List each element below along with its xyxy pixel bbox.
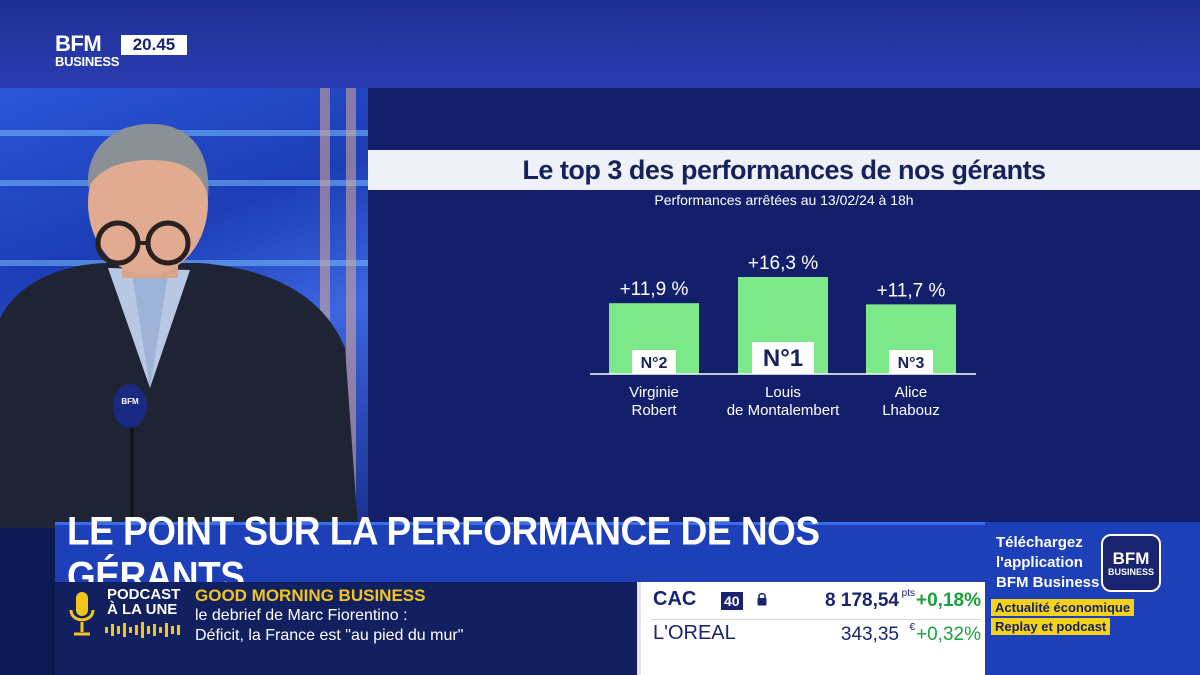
clock: 20.45 (121, 35, 187, 55)
stock-name: L'OREAL (653, 622, 736, 644)
soundwave-icon (105, 622, 180, 638)
stock-row-cac40: CAC 40 8 178,54 pts +0,18% (651, 586, 981, 616)
index-badge: 40 (721, 592, 743, 610)
rank-badge (889, 350, 933, 374)
app-logo-bfm: BFM (1112, 548, 1150, 568)
show-name: GOOD MORNING BUSINESS (195, 586, 426, 605)
studio-column (346, 88, 356, 528)
headline-bar: LE POINT SUR LA PERFORMANCE DE NOS GÉRAN… (55, 508, 985, 598)
promo-tag-news: Actualité économique (991, 599, 1135, 616)
studio-column (320, 88, 330, 528)
bar-value-label: +11,7 % (877, 280, 946, 301)
promo-text-line3: BFM Business (996, 574, 1100, 591)
podcast-label: PODCAST (107, 586, 181, 603)
chart-panel: Le top 3 des performances de nos gérants… (368, 88, 1200, 522)
channel-logo: BFM BUSINESS (55, 33, 119, 69)
app-logo: BFM BUSINESS (1101, 534, 1161, 592)
app-logo-business: BUSINESS (1107, 566, 1154, 577)
category-label: Lhabouz (882, 402, 940, 419)
chart-subtitle: Performances arrêtées au 13/02/24 à 18h (654, 192, 914, 208)
category-label: Virginie (629, 384, 679, 401)
category-label: Alice (895, 384, 928, 401)
chart-title-band: Le top 3 des performances de nos gérants (368, 150, 1200, 190)
app-promo: Téléchargez l'application BFM Business B… (985, 522, 1200, 675)
market-ticker: CAC 40 8 178,54 pts +0,18% L'OREAL 343,3… (637, 582, 985, 675)
presenter-image: BFM (0, 123, 358, 528)
ticker-text-line1: le debrief de Marc Fiorentino : (195, 607, 408, 624)
stock-unit: € (909, 622, 915, 633)
logo-business-text: BUSINESS (55, 54, 120, 69)
stock-name: CAC (653, 588, 697, 610)
rank-label: N°2 (641, 355, 668, 372)
stock-unit: pts (901, 588, 915, 599)
lock-icon (757, 592, 767, 606)
stock-value: 8 178,54 (825, 590, 899, 611)
bar-value-label: +16,3 % (748, 253, 818, 274)
category-label: Louis (765, 384, 801, 401)
podcast-label-sub: À LA UNE (107, 601, 178, 618)
promo-text-line2: l'application (996, 554, 1083, 571)
rank-badge (632, 350, 676, 374)
top-banner-background (0, 0, 1200, 88)
promo-text-line1: Téléchargez (996, 534, 1083, 551)
headline: LE POINT SUR LA PERFORMANCE DE NOS GÉRAN… (67, 508, 820, 598)
bar-value-label: +11,9 % (620, 279, 689, 300)
microphone-icon (69, 592, 95, 636)
category-label: de Montalembert (727, 402, 840, 419)
ticker-text-line2: Déficit, la France est "au pied du mur" (195, 627, 464, 644)
rank-label: N°1 (763, 345, 803, 372)
category-label: Robert (631, 402, 677, 419)
stock-change: +0,32% (916, 624, 981, 645)
svg-text:BFM: BFM (121, 397, 139, 406)
chart-title: Le top 3 des performances de nos gérants (522, 154, 1046, 185)
podcast-ticker: PODCAST À LA UNE GOOD MORNING BUSINESS l… (55, 582, 637, 675)
stock-row-oreal: L'OREAL 343,35 € +0,32% (651, 619, 981, 649)
rank-label: N°3 (898, 355, 925, 372)
logo-bfm-text: BFM (55, 31, 102, 56)
stock-change: +0,18% (916, 590, 981, 611)
promo-tag-replay: Replay et podcast (991, 618, 1111, 635)
rank-badge (752, 342, 814, 374)
stock-value: 343,35 (840, 624, 899, 645)
